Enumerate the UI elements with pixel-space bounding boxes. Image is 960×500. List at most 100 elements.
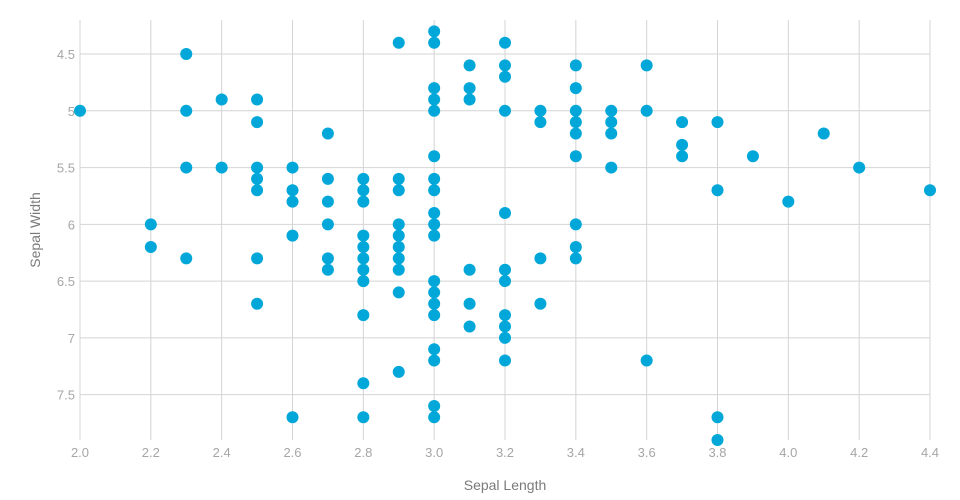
data-point (428, 286, 441, 299)
x-tick-label: 3.0 (425, 445, 443, 460)
data-point (605, 127, 618, 140)
data-point (569, 218, 582, 231)
x-tick-label: 4.0 (779, 445, 797, 460)
data-point (251, 297, 264, 310)
data-point (144, 218, 157, 231)
data-point (357, 229, 370, 242)
data-point (534, 297, 547, 310)
x-tick-label: 2.4 (213, 445, 231, 460)
data-point (251, 161, 264, 174)
data-point (817, 127, 830, 140)
data-point (463, 320, 476, 333)
data-point (640, 59, 653, 72)
data-point (499, 263, 511, 276)
data-point (428, 36, 441, 49)
x-tick-label: 2.6 (283, 445, 301, 460)
data-point (428, 172, 441, 185)
data-point (782, 195, 795, 208)
data-point (499, 320, 511, 333)
data-point (144, 241, 157, 254)
data-point (463, 93, 476, 106)
data-point (392, 218, 405, 231)
data-point (569, 82, 582, 95)
data-point (924, 184, 936, 197)
data-point (428, 25, 441, 38)
y-tick-label: 7 (68, 331, 75, 346)
data-point (180, 48, 193, 61)
data-point (215, 93, 228, 106)
data-point (569, 116, 582, 129)
data-point (215, 161, 228, 174)
y-axis-ticks: 4.5 5 5.5 6 6.5 7 7.5 (57, 47, 75, 403)
data-point (428, 297, 441, 310)
y-tick-label: 6 (68, 217, 75, 232)
data-point (428, 229, 441, 242)
data-point (286, 229, 299, 242)
data-point (392, 241, 405, 254)
data-point (463, 82, 476, 95)
data-point (569, 241, 582, 254)
data-point (463, 297, 476, 310)
data-point (321, 172, 334, 185)
data-point (676, 150, 689, 163)
data-point (392, 365, 405, 378)
data-point (569, 252, 582, 265)
x-tick-label: 4.4 (921, 445, 939, 460)
data-points (74, 25, 936, 446)
data-point (499, 70, 511, 83)
data-point (357, 172, 370, 185)
data-point (569, 59, 582, 72)
data-point (321, 218, 334, 231)
data-point (676, 116, 689, 129)
data-point (499, 104, 511, 117)
data-point (640, 354, 653, 367)
data-point (251, 252, 264, 265)
data-point (463, 59, 476, 72)
data-point (180, 161, 193, 174)
data-point (357, 184, 370, 197)
data-point (321, 127, 334, 140)
data-point (428, 82, 441, 95)
data-point (640, 104, 653, 117)
data-point (180, 104, 193, 117)
data-point (605, 116, 618, 129)
data-point (286, 195, 299, 208)
data-point (286, 411, 299, 424)
data-point (321, 263, 334, 276)
x-tick-label: 3.8 (708, 445, 726, 460)
data-point (428, 93, 441, 106)
data-point (428, 399, 441, 412)
data-point (463, 263, 476, 276)
y-tick-label: 5 (68, 104, 75, 119)
y-tick-label: 4.5 (57, 47, 75, 62)
data-point (499, 206, 511, 219)
data-point (676, 138, 689, 151)
data-point (428, 206, 441, 219)
data-point (357, 377, 370, 390)
data-point (392, 263, 405, 276)
data-point (711, 184, 724, 197)
data-point (357, 411, 370, 424)
data-point (853, 161, 866, 174)
data-point (392, 229, 405, 242)
data-point (428, 309, 441, 322)
x-axis-title: Sepal Length (464, 477, 547, 493)
data-point (251, 172, 264, 185)
data-point (180, 252, 193, 265)
data-point (499, 354, 511, 367)
data-point (251, 116, 264, 129)
data-point (392, 286, 405, 299)
data-point (428, 275, 441, 288)
x-tick-label: 2.8 (354, 445, 372, 460)
x-tick-label: 2.2 (142, 445, 160, 460)
data-point (711, 434, 724, 446)
y-tick-label: 6.5 (57, 274, 75, 289)
x-tick-label: 2.0 (71, 445, 89, 460)
data-point (499, 59, 511, 72)
y-axis-title: Sepal Width (27, 192, 43, 267)
data-point (251, 184, 264, 197)
data-point (286, 161, 299, 174)
data-point (499, 309, 511, 322)
data-point (569, 127, 582, 140)
